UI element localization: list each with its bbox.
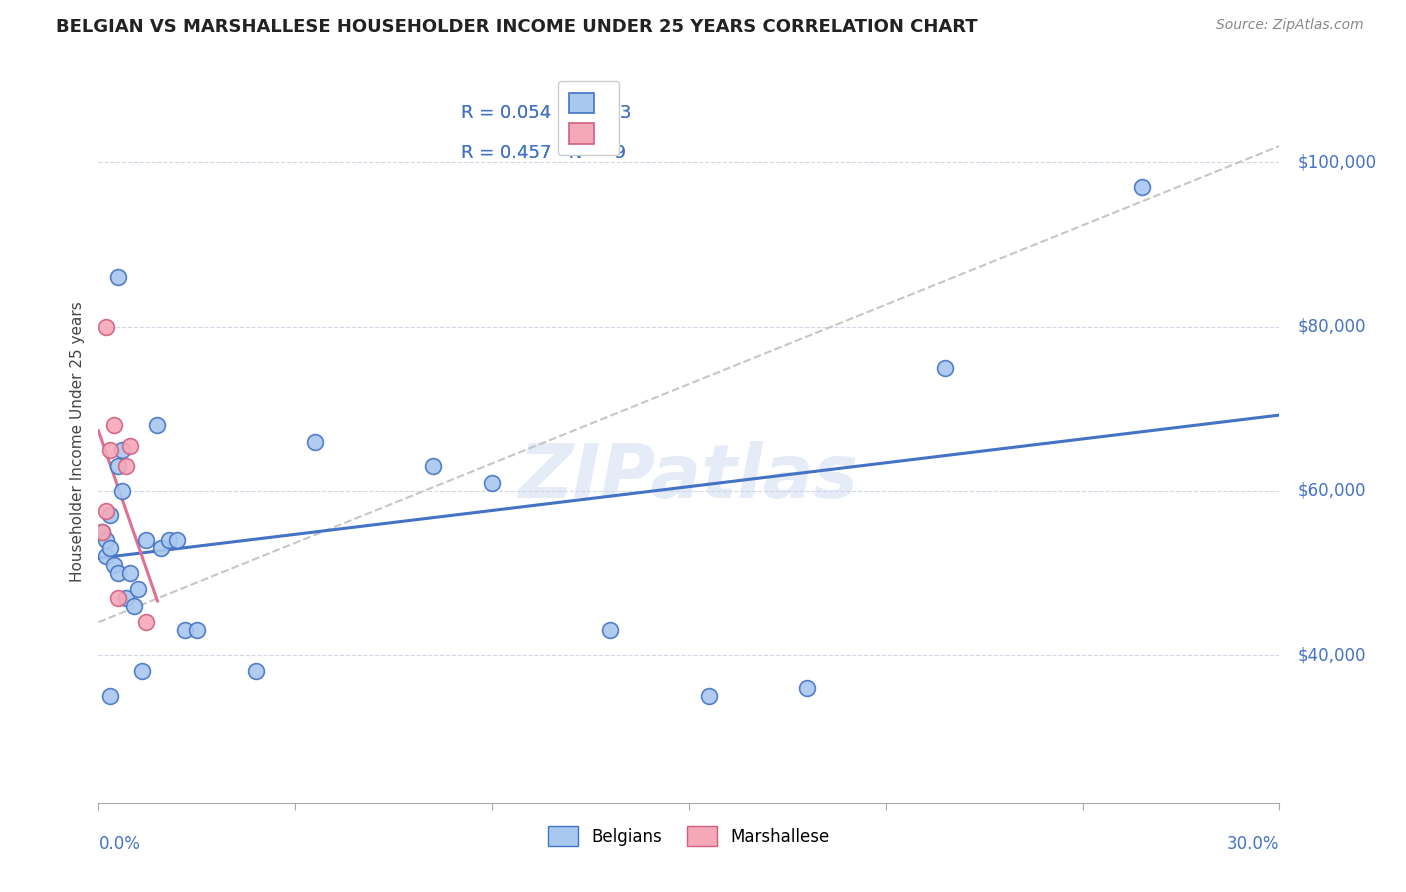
Point [107, 566, 129, 580]
Text: 30.0%: 30.0% [1227, 835, 1279, 854]
Point [98, 541, 121, 556]
Point [98, 508, 121, 523]
Text: R = 0.054   N = 33: R = 0.054 N = 33 [461, 103, 631, 122]
Point [135, 615, 157, 630]
Point [122, 599, 145, 613]
Point [111, 442, 134, 457]
Text: R = 0.457   N =  9: R = 0.457 N = 9 [461, 144, 626, 161]
Point [96, 504, 118, 518]
Point [135, 533, 157, 547]
Point [96, 319, 118, 334]
Text: $40,000: $40,000 [1298, 646, 1365, 664]
Point [934, 360, 956, 375]
Point [422, 459, 444, 474]
Point [599, 624, 621, 638]
Y-axis label: Householder Income Under 25 years: Householder Income Under 25 years [69, 301, 84, 582]
Point [166, 533, 188, 547]
Point [304, 434, 326, 449]
Text: ZIPatlas: ZIPatlas [519, 442, 859, 514]
Point [146, 418, 169, 433]
Point [91, 524, 114, 539]
Point [96, 549, 118, 564]
Text: 0.0%: 0.0% [98, 835, 141, 854]
Point [103, 418, 125, 433]
Text: $100,000: $100,000 [1298, 153, 1376, 171]
Point [98, 442, 121, 457]
Point [118, 566, 141, 580]
Point [103, 558, 125, 572]
Point [186, 624, 208, 638]
Point [697, 689, 720, 703]
Point [1130, 180, 1153, 194]
Point [174, 624, 197, 638]
Point [107, 270, 129, 285]
Point [796, 681, 818, 695]
Point [150, 541, 173, 556]
Point [118, 439, 141, 453]
Point [481, 475, 503, 490]
Point [127, 582, 149, 597]
Text: $80,000: $80,000 [1298, 318, 1365, 335]
Point [98, 689, 121, 703]
Text: R = 0.054   N = 33: R = 0.054 N = 33 [461, 103, 631, 122]
Point [96, 533, 118, 547]
Point [91, 524, 114, 539]
Text: Source: ZipAtlas.com: Source: ZipAtlas.com [1216, 18, 1364, 32]
Point [107, 591, 129, 605]
Point [115, 459, 138, 474]
Point [245, 665, 267, 679]
Point [115, 591, 138, 605]
Text: BELGIAN VS MARSHALLESE HOUSEHOLDER INCOME UNDER 25 YEARS CORRELATION CHART: BELGIAN VS MARSHALLESE HOUSEHOLDER INCOM… [56, 18, 977, 36]
Point [131, 665, 153, 679]
Text: R = 0.457   N =  9: R = 0.457 N = 9 [461, 144, 626, 161]
Point [157, 533, 180, 547]
Point [107, 459, 129, 474]
Point [111, 483, 134, 498]
Text: $60,000: $60,000 [1298, 482, 1365, 500]
Legend: , : , [558, 81, 620, 155]
